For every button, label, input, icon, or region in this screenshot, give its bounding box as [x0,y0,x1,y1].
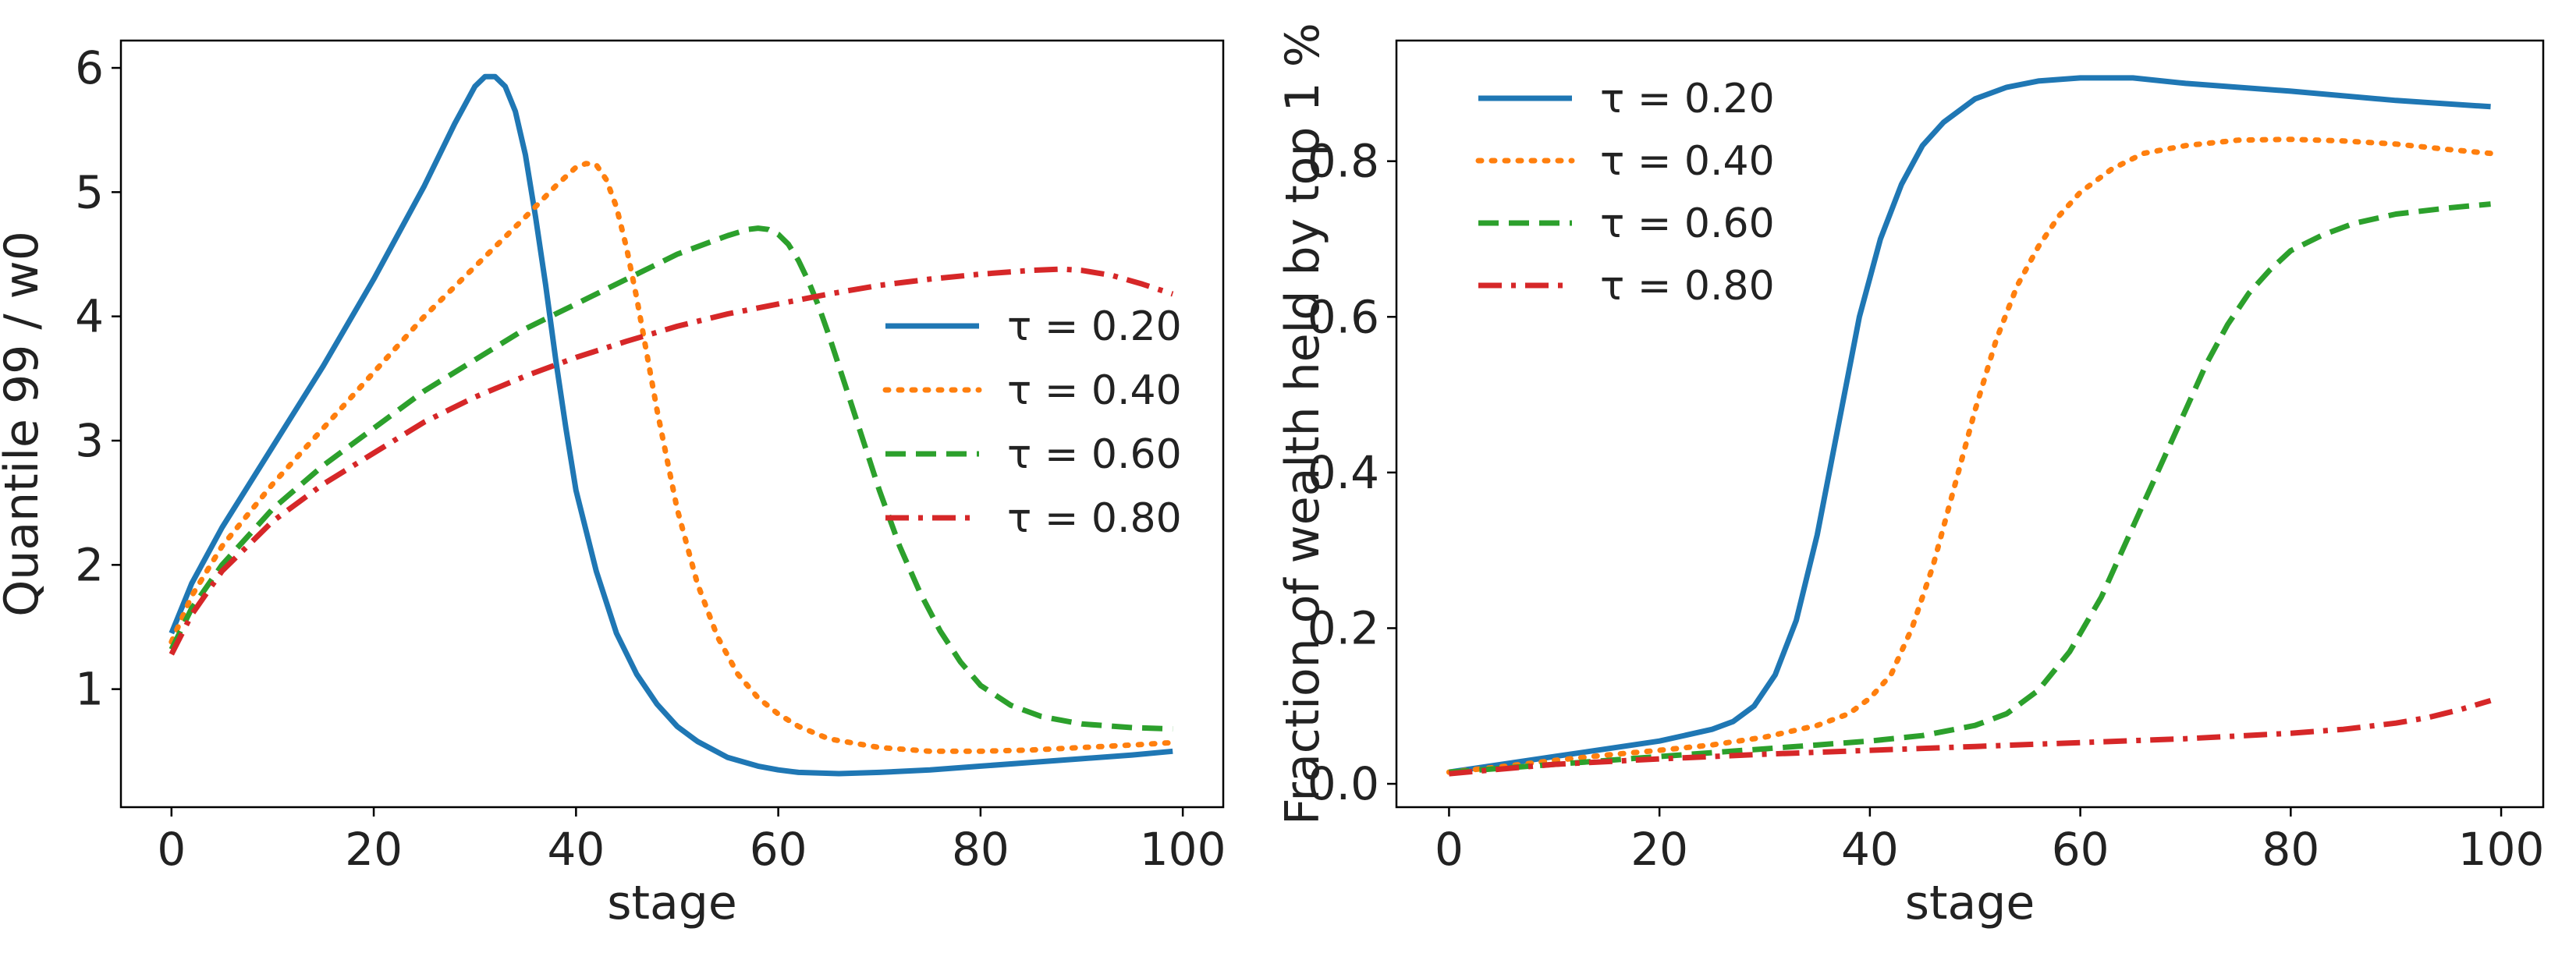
x-tick-label: 20 [345,823,403,876]
legend-label: τ = 0.60 [1600,200,1775,247]
axes-frame [1395,39,2545,809]
x-tick-label: 60 [750,823,807,876]
chart-right-top1-fraction: 0 20 40 60 80 100 0.0 0.2 0.4 0.6 0.8 stage Fraction… [1276,23,2544,930]
x-tick-label: 80 [2262,823,2319,876]
x-tick-label: 40 [547,823,605,876]
legend-label: τ = 0.80 [1007,495,1182,542]
y-tick-label: 5 [75,165,104,218]
series-line-dashed [169,225,1173,732]
y-axis-label: Fraction of wealth held by top 1 % [1276,23,1330,825]
y-tick-label: 0.6 [1308,290,1379,343]
x-tick-label: 0 [157,823,186,876]
x-tick-label: 40 [1841,823,1899,876]
legend-label: τ = 0.20 [1007,303,1182,350]
x-tick-label: 100 [2458,823,2545,876]
y-tick-label: 0.8 [1308,135,1379,188]
series-line-dashdot [169,266,1174,656]
legend-label: τ = 0.40 [1007,367,1182,414]
x-tick-label: 20 [1630,823,1688,876]
x-tick-label: 80 [952,823,1009,876]
legend-label: τ = 0.80 [1600,263,1775,310]
x-tick-label: 60 [2052,823,2109,876]
y-tick-label: 0.4 [1308,446,1379,499]
series-line-dashed [1449,201,2491,775]
series-line-dotted [169,161,1176,754]
series-line-solid [169,73,1173,777]
series-line-dotted [1446,136,2494,775]
x-tick-label: 100 [1140,823,1226,876]
y-tick-label: 6 [75,41,104,94]
x-axis-label: stage [1905,876,2035,930]
y-tick-label: 0.0 [1308,757,1379,810]
legend-label: τ = 0.40 [1600,138,1775,185]
series-line-solid [1448,75,2491,775]
chart-left-quantile-99: 0 20 40 60 80 100 1 2 3 4 5 6 stage Quantile 99 / w0 τ… [0,39,1226,930]
legend-label: τ = 0.20 [1600,76,1775,122]
axes-frame [119,39,1225,809]
y-tick-label: 3 [75,414,104,467]
y-tick-label: 4 [75,290,104,343]
legend-label: τ = 0.60 [1007,431,1182,478]
x-tick-label: 0 [1435,823,1464,876]
y-tick-label: 2 [75,538,104,591]
y-tick-label: 1 [75,663,104,716]
x-axis-label: stage [607,876,737,930]
series-line-dashdot [1449,697,2492,777]
y-tick-label: 0.2 [1308,601,1379,654]
y-axis-label: Quantile 99 / w0 [0,231,49,617]
